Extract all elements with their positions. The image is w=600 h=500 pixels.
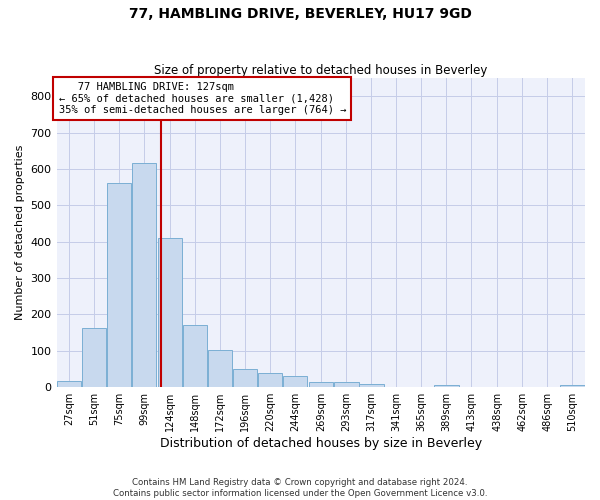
Bar [309, 382, 334, 387]
Bar [107, 183, 131, 387]
Bar [182, 326, 208, 387]
Text: 77 HAMBLING DRIVE: 127sqm
← 65% of detached houses are smaller (1,428)
35% of se: 77 HAMBLING DRIVE: 127sqm ← 65% of detac… [59, 82, 346, 115]
Bar [258, 374, 283, 387]
Text: Contains HM Land Registry data © Crown copyright and database right 2024.
Contai: Contains HM Land Registry data © Crown c… [113, 478, 487, 498]
Bar [82, 328, 106, 387]
Bar [334, 382, 359, 387]
Title: Size of property relative to detached houses in Beverley: Size of property relative to detached ho… [154, 64, 487, 77]
Bar [208, 350, 232, 387]
Y-axis label: Number of detached properties: Number of detached properties [15, 145, 25, 320]
Bar [56, 381, 81, 387]
Bar [560, 384, 584, 387]
X-axis label: Distribution of detached houses by size in Beverley: Distribution of detached houses by size … [160, 437, 482, 450]
Bar [283, 376, 307, 387]
Bar [434, 384, 458, 387]
Bar [131, 163, 156, 387]
Text: 77, HAMBLING DRIVE, BEVERLEY, HU17 9GD: 77, HAMBLING DRIVE, BEVERLEY, HU17 9GD [128, 8, 472, 22]
Bar [359, 384, 383, 387]
Bar [158, 238, 182, 387]
Bar [233, 369, 257, 387]
